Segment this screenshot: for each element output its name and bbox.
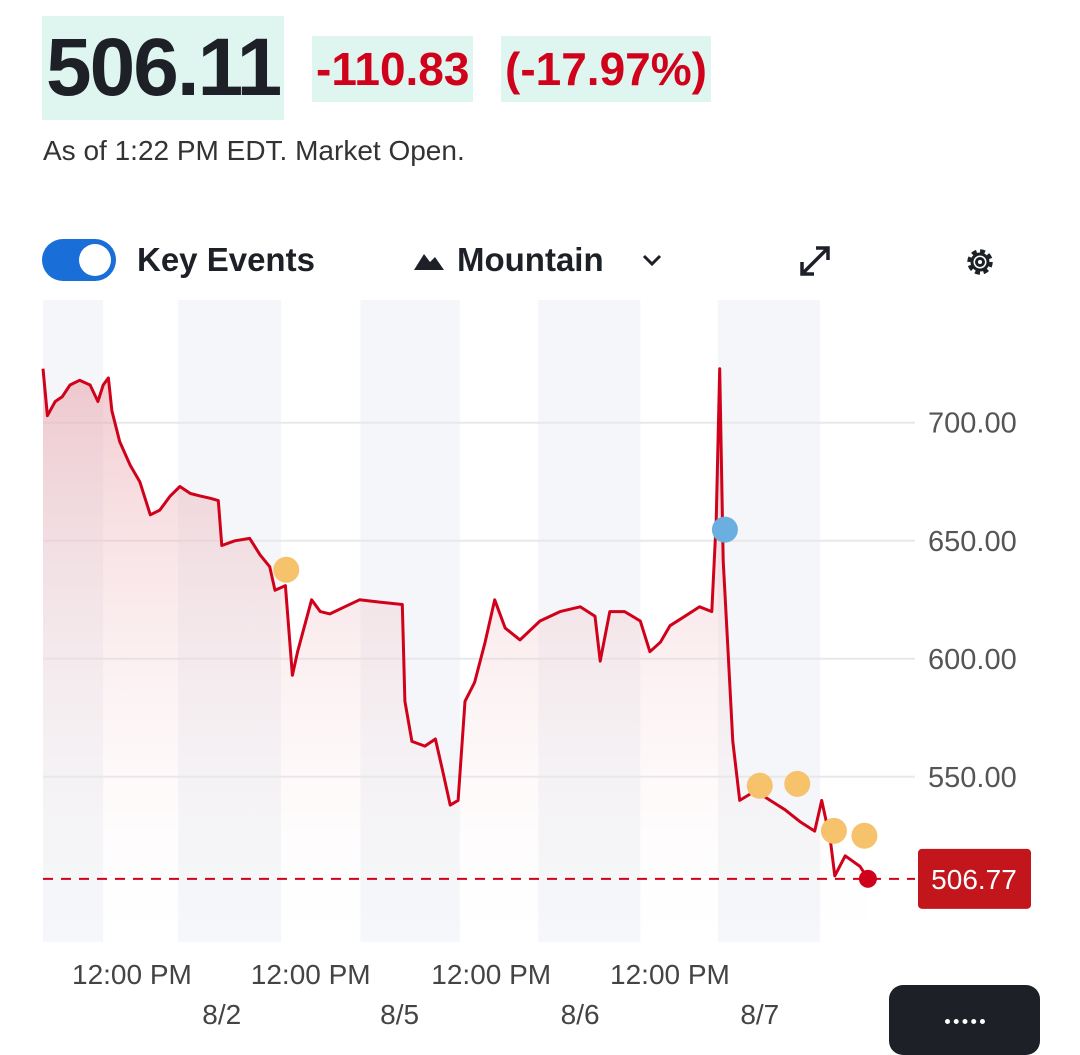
date-tick-label: 8/6 — [561, 999, 600, 1030]
last-point — [858, 869, 877, 888]
x-tick-label: 12:00 PM — [72, 959, 192, 990]
date-tick-label: 8/5 — [380, 999, 419, 1030]
x-tick-label: 12:00 PM — [610, 959, 730, 990]
x-tick-label: 12:00 PM — [431, 959, 551, 990]
menu-button[interactable] — [889, 985, 1040, 1055]
key-event-marker — [746, 772, 773, 799]
menu-dots — [945, 1019, 985, 1030]
market-status: As of 1:22 PM EDT. Market Open. — [43, 135, 465, 166]
price: 506.11 — [42, 16, 285, 120]
price-line — [41, 367, 870, 880]
key-event-marker — [711, 516, 738, 543]
key-event-marker — [273, 556, 300, 583]
key-event-marker — [784, 770, 811, 797]
expand-icon[interactable] — [798, 244, 832, 278]
date-tick-label: 8/7 — [740, 999, 779, 1030]
toggle-knob — [79, 244, 111, 276]
mountain-icon — [414, 254, 444, 270]
y-tick-label: 700.00 — [928, 408, 1017, 440]
price-change-percent: (-17.97%) — [501, 36, 711, 102]
y-tick-label: 550.00 — [928, 762, 1017, 794]
x-tick-label: 12:00 PM — [251, 959, 371, 990]
y-tick-label: 650.00 — [928, 526, 1017, 558]
current-price-box — [918, 848, 1031, 909]
key-events-label[interactable]: Key Events — [137, 241, 315, 278]
price-area — [43, 368, 868, 942]
settings-icon[interactable] — [961, 243, 999, 281]
key-events-toggle[interactable] — [42, 239, 116, 281]
date-tick-label: 8/2 — [202, 999, 241, 1030]
chevron-icon[interactable] — [640, 252, 664, 268]
key-event-marker — [851, 822, 878, 849]
current-price-label: 506.77 — [931, 864, 1017, 895]
price-change: -110.83 — [312, 36, 474, 102]
chart-style-label[interactable]: Mountain — [457, 241, 604, 278]
key-event-marker — [820, 817, 847, 844]
y-tick-label: 600.00 — [928, 644, 1017, 676]
